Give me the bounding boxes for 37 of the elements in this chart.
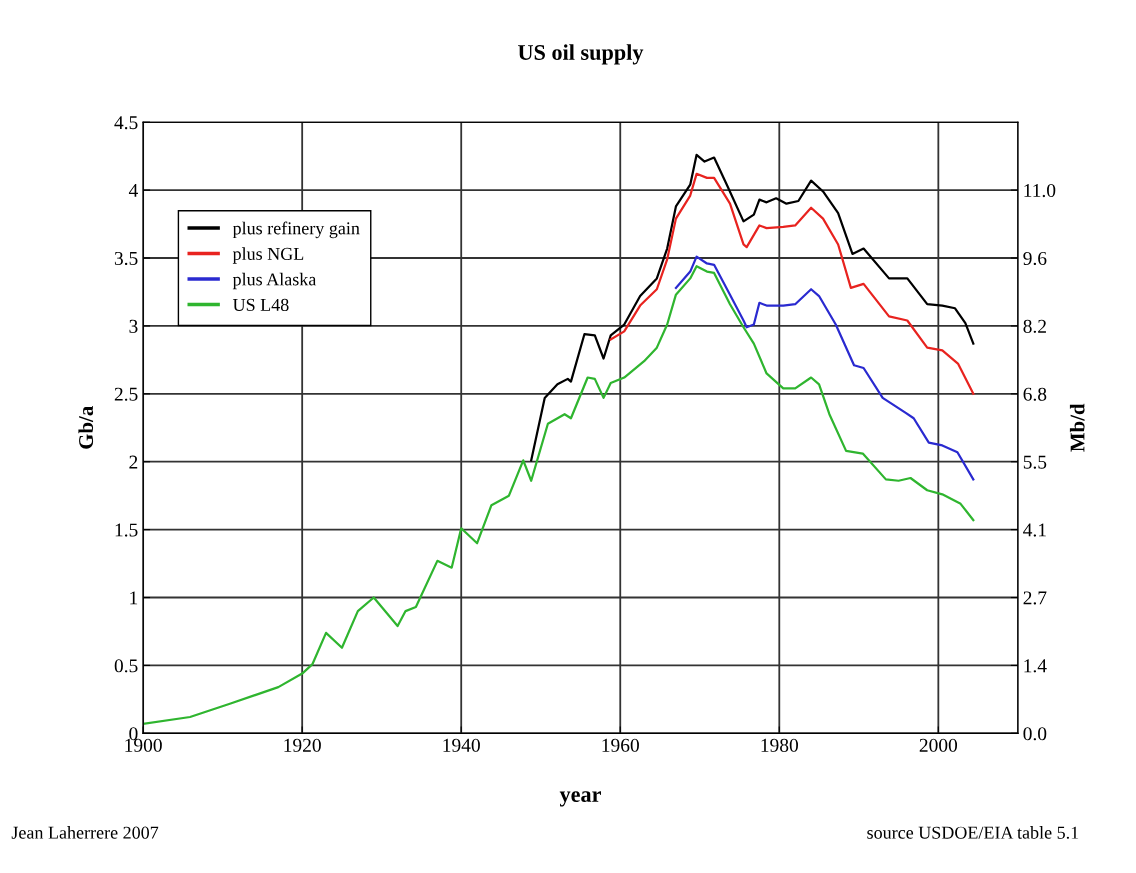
chart-title: US oil supply bbox=[518, 44, 644, 65]
y2-tick-label: 6.8 bbox=[1023, 387, 1047, 401]
x-axis-title: year bbox=[559, 791, 601, 807]
line-series bbox=[609, 172, 975, 395]
y-tick-label: 3.5 bbox=[114, 251, 138, 266]
y2-tick-label: 2.7 bbox=[1023, 591, 1047, 605]
y-tick-label: 4 bbox=[128, 184, 138, 197]
y-tick-label: 3 bbox=[129, 319, 138, 333]
y-tick-label: 4.5 bbox=[114, 116, 138, 130]
y2-tick-label: 5.5 bbox=[1023, 455, 1047, 469]
source-note: source USDOE/EIA table 5.1 bbox=[867, 826, 1079, 839]
x-tick-label: 1940 bbox=[443, 738, 480, 752]
legend-label: plus refinery gain bbox=[232, 221, 360, 239]
y-tick-label: 1.5 bbox=[115, 523, 138, 537]
line-series bbox=[530, 153, 975, 462]
line-series bbox=[143, 265, 975, 725]
y2-tick-label: 1.4 bbox=[1024, 659, 1047, 673]
y-tick-label: 2.5 bbox=[114, 387, 138, 401]
y2-tick-label: 8.2 bbox=[1023, 319, 1046, 333]
x-tick-label: 2000 bbox=[919, 738, 958, 752]
y2-axis-title: Mb/d bbox=[1069, 403, 1085, 452]
x-tick-label: 1960 bbox=[602, 738, 639, 752]
legend-label: US L48 bbox=[232, 298, 289, 311]
y2-tick-label: 11.0 bbox=[1024, 183, 1056, 198]
y-tick-label: 0.5 bbox=[114, 659, 138, 673]
legend-label: plus Alaska bbox=[232, 272, 317, 290]
y2-tick-label: 9.6 bbox=[1023, 251, 1047, 266]
y2-tick-label: 0.0 bbox=[1023, 727, 1047, 741]
x-tick-label: 1920 bbox=[284, 738, 321, 752]
y-axis-title: Gb/a bbox=[78, 406, 94, 449]
legend-label: plus NGL bbox=[232, 247, 304, 264]
y-tick-label: 1 bbox=[130, 591, 138, 605]
line-series bbox=[674, 255, 975, 481]
text: Jean Laherrere 2007 bbox=[11, 826, 159, 839]
x-tick-label: 1980 bbox=[761, 738, 798, 752]
y2-tick-label: 4.1 bbox=[1023, 523, 1046, 537]
y-tick-label: 2 bbox=[129, 455, 138, 469]
